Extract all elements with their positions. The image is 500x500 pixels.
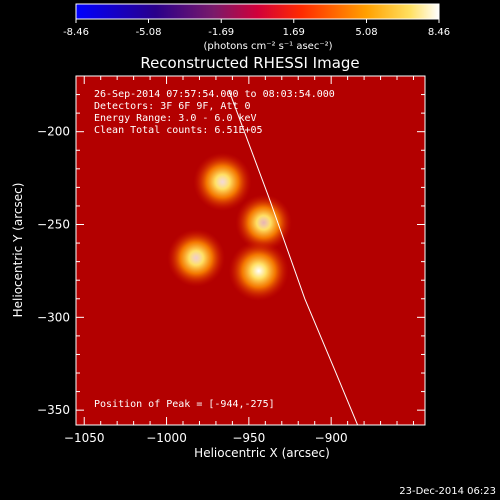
y-tick-label-0: −200	[37, 125, 70, 139]
colorbar-tick-label-1: -5.08	[136, 27, 162, 38]
solar-limb-line	[228, 90, 359, 425]
colorbar-tick-label-4: 5.08	[355, 27, 377, 38]
chart-title: Reconstructed RHESSI Image	[140, 54, 359, 72]
colorbar-gradient	[75, 3, 440, 20]
source-0	[193, 152, 252, 211]
sources-layer	[167, 152, 292, 301]
colorbar-tick-label-2: -1.69	[208, 27, 234, 38]
source-2	[167, 229, 225, 287]
footer-timestamp: 23-Dec-2014 06:23	[399, 486, 496, 497]
colorbar-tick-label-3: 1.69	[283, 27, 305, 38]
plot-frame	[75, 75, 426, 426]
y-axis: −200 −250 −300 −350	[37, 94, 425, 417]
source-1	[235, 194, 292, 251]
colorbar-ticks: -8.46 -5.08 -1.69 1.69 5.08 8.46	[63, 19, 450, 38]
colorbar: -8.46 -5.08 -1.69 1.69 5.08 8.46 (photons cm⁻…	[63, 3, 450, 52]
annotation-energy-range: Energy Range: 3.0 - 6.0 keV	[94, 113, 257, 124]
annotation-detectors: Detectors: 3F 6F 9F, Att 0	[94, 101, 251, 112]
annotation-time-range: 26-Sep-2014 07:57:54.000 to 08:03:54.000	[94, 89, 335, 100]
x-axis: −1050 −1000 −950 −900	[64, 76, 414, 445]
y-tick-label-2: −300	[37, 310, 70, 324]
source-3	[228, 240, 289, 301]
plot-area	[75, 75, 426, 426]
colorbar-unit-label: (photons cm⁻² s⁻¹ asec⁻²)	[203, 41, 332, 52]
x-tick-label-2: −950	[232, 431, 265, 445]
x-tick-label-0: −1050	[64, 431, 105, 445]
y-tick-label-3: −350	[37, 403, 70, 417]
annotation-peak-position: Position of Peak = [-944,-275]	[94, 399, 275, 410]
colorbar-tick-label-0: -8.46	[63, 27, 89, 38]
x-tick-label-3: −900	[315, 431, 348, 445]
colorbar-tick-label-5: 8.46	[428, 27, 450, 38]
y-tick-label-1: −250	[37, 218, 70, 232]
annotation-block: 26-Sep-2014 07:57:54.000 to 08:03:54.000…	[94, 89, 335, 410]
x-tick-label-1: −1000	[146, 431, 187, 445]
x-axis-label: Heliocentric X (arcsec)	[194, 446, 330, 460]
y-axis-label: Heliocentric Y (arcsec)	[11, 183, 25, 318]
annotation-clean-counts: Clean Total counts: 6.51E+05	[94, 125, 263, 136]
